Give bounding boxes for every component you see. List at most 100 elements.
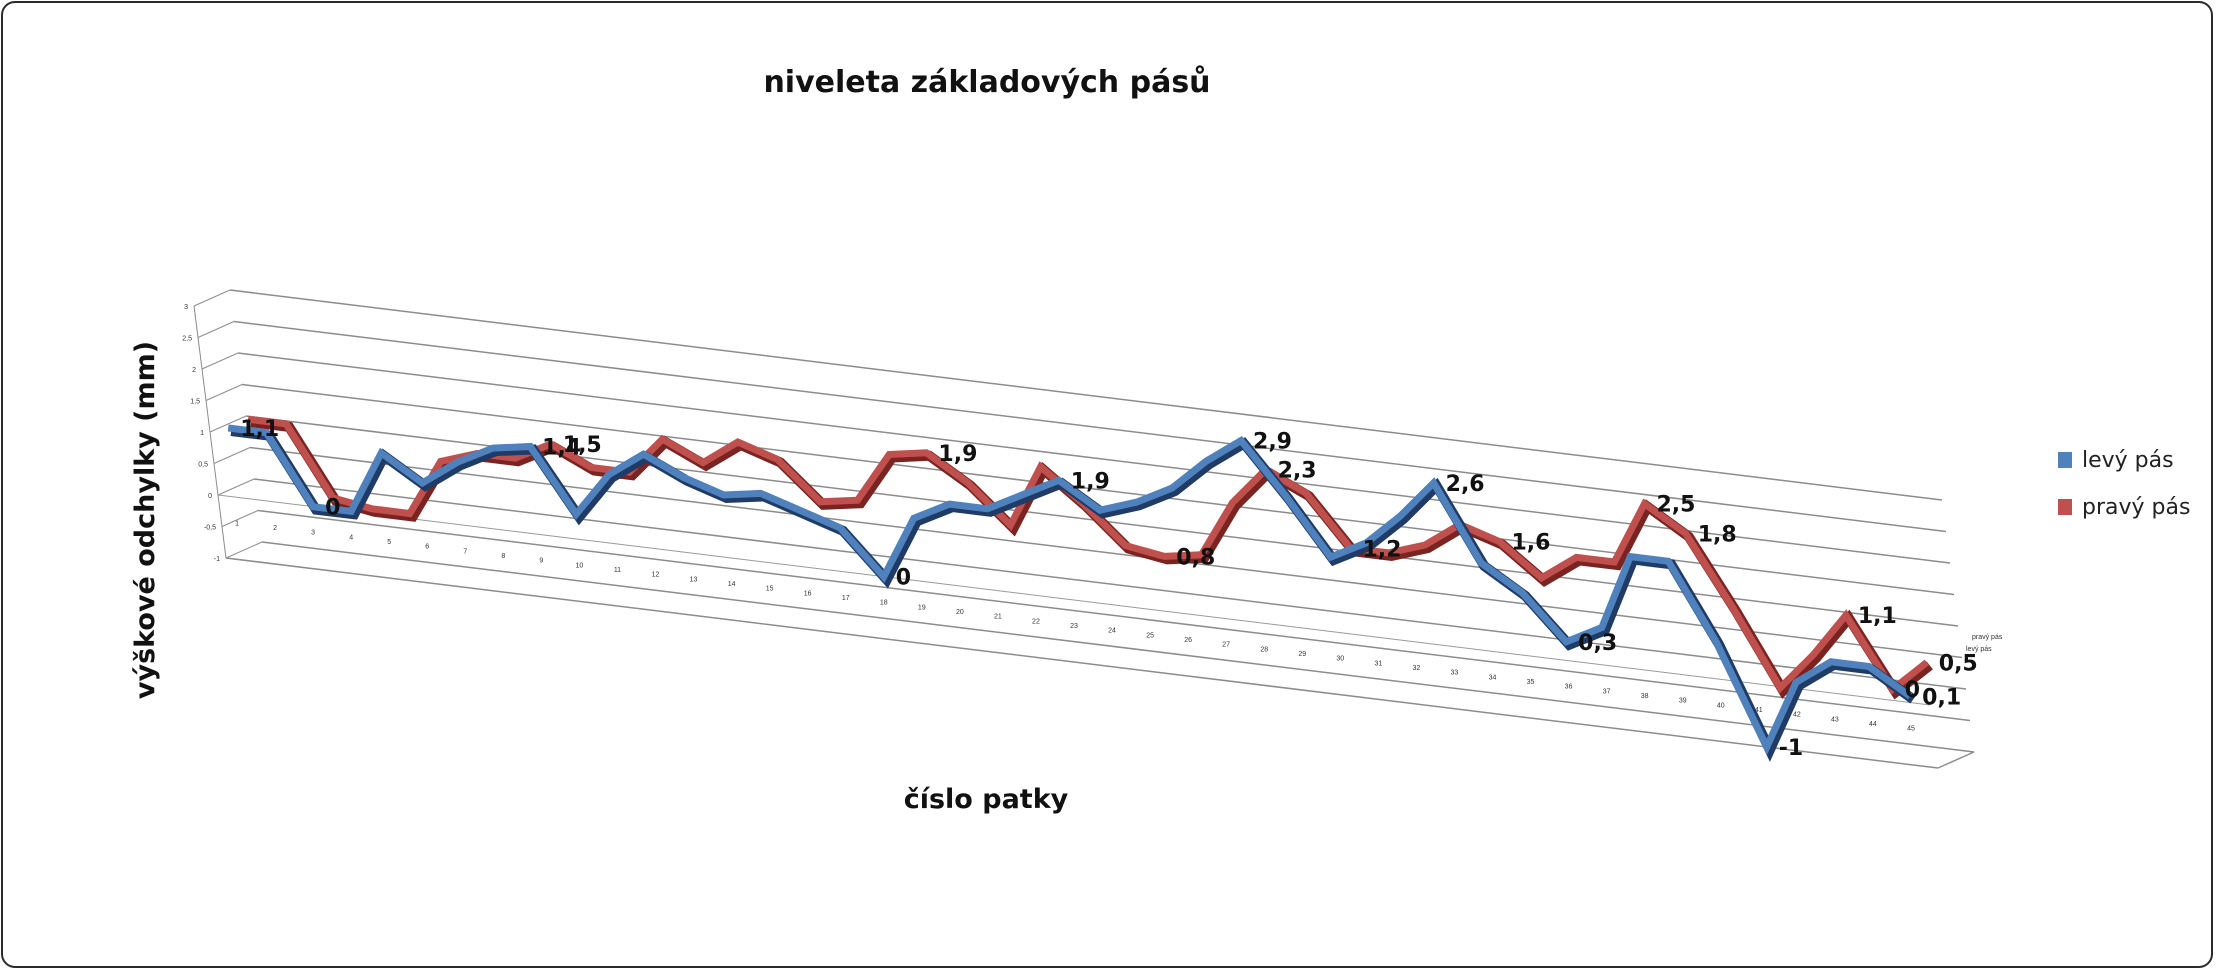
data-label: 1,8 [1698, 523, 1737, 548]
x-tick-label: 5 [387, 539, 391, 546]
series-line [247, 415, 1929, 695]
x-tick-label: 27 [1222, 642, 1230, 649]
side-gridline [225, 541, 263, 559]
back-gridline [249, 446, 1963, 659]
x-tick-label: 43 [1831, 716, 1839, 723]
data-label: 1,5 [563, 433, 602, 458]
x-tick-label: 38 [1641, 693, 1649, 700]
data-label: 2,6 [1446, 472, 1485, 497]
data-label: 0,8 [1176, 545, 1215, 570]
data-label: 1,4 [542, 435, 581, 460]
x-tick-label: 22 [1032, 618, 1040, 625]
x-tick-label: 15 [766, 586, 774, 593]
floor-front-edge [225, 557, 1939, 769]
x-tick-label: 31 [1374, 660, 1382, 667]
data-label: 1,1 [1858, 604, 1897, 629]
x-tick-label: 2 [273, 525, 277, 532]
y-tick-label: 1,5 [190, 399, 200, 406]
y-tick-label: -0,5 [204, 525, 216, 532]
x-tick-label: 11 [614, 567, 621, 574]
series-axis-labels: pravý pás levý pás [1966, 634, 2003, 653]
data-label: 1,9 [1071, 469, 1110, 494]
data-label: 0,5 [1939, 651, 1978, 676]
side-gridline [221, 510, 259, 527]
y-tick-label: 0 [208, 493, 212, 500]
data-label: 1,6 [1511, 531, 1550, 556]
chart-walls [193, 289, 1975, 769]
x-tick-label: 13 [690, 576, 698, 583]
x-tick-label: 39 [1679, 698, 1687, 705]
y-tick-label: 2,5 [182, 336, 192, 343]
x-tick-label: 19 [918, 604, 926, 611]
data-label: 0 [1905, 678, 1920, 703]
y-axis-ticks: -1 -0,5 0 0,5 1 1,5 2 2,5 3 [182, 304, 220, 563]
series-line [227, 424, 1913, 756]
side-gridline [197, 321, 235, 338]
x-tick-label: 1 [235, 520, 239, 527]
x-tick-label: 7 [463, 548, 467, 555]
x-tick-label: 26 [1184, 637, 1192, 644]
legend: levý pás pravý pás [2058, 448, 2190, 520]
series-axis-label: pravý pás [1972, 634, 2003, 641]
chart-title: niveleta základových pásů [763, 64, 1210, 100]
x-tick-label: 17 [842, 595, 850, 602]
x-tick-label: 20 [956, 609, 964, 616]
y-tick-label: 3 [184, 304, 188, 311]
side-gridline [217, 478, 255, 496]
y-tick-label: 0,5 [198, 462, 208, 469]
x-tick-label: 10 [576, 562, 584, 569]
x-tick-label: 25 [1146, 632, 1154, 639]
x-tick-label: 34 [1489, 674, 1497, 681]
x-tick-label: 35 [1527, 679, 1535, 686]
back-gridline [261, 541, 1975, 753]
x-tick-label: 41 [1755, 707, 1763, 714]
y-axis-title: výškové odchylky (mm) [130, 341, 161, 699]
x-tick-label: 42 [1793, 712, 1801, 719]
x-tick-label: 37 [1603, 688, 1611, 695]
side-gridline [213, 447, 251, 464]
x-tick-label: 24 [1108, 628, 1116, 635]
series-axis-label: levý pás [1966, 646, 1992, 653]
side-gridline [201, 352, 239, 370]
x-tick-label: 12 [652, 572, 660, 579]
x-tick-label: 16 [804, 590, 812, 597]
x-axis-title: číslo patky [904, 784, 1069, 815]
back-gridline [237, 352, 1951, 564]
x-tick-label: 44 [1869, 721, 1877, 728]
x-tick-label: 29 [1298, 651, 1306, 658]
data-label: 0,1 [1922, 685, 1961, 710]
data-label: 1,2 [1363, 537, 1402, 562]
legend-label: levý pás [2082, 448, 2174, 473]
y-tick-label: 2 [192, 367, 196, 374]
data-label: 2,5 [1656, 493, 1695, 518]
side-gridline [193, 289, 231, 307]
x-axis-ticks: 1234567891011121314151617181920212223242… [235, 520, 1915, 732]
y-axis-line [193, 305, 227, 559]
zero-line [217, 494, 1931, 706]
x-tick-label: 21 [994, 614, 1002, 621]
series-lines [227, 415, 1933, 762]
data-label: 0 [325, 496, 340, 521]
x-tick-label: 28 [1260, 646, 1268, 653]
x-tick-label: 14 [728, 581, 736, 588]
back-gridline [257, 509, 1971, 722]
y-tick-label: 1 [200, 430, 204, 437]
legend-label: pravý pás [2082, 495, 2190, 520]
data-label: 1,1 [240, 417, 279, 442]
x-tick-label: 32 [1413, 665, 1421, 672]
legend-swatch [2058, 452, 2072, 468]
x-tick-label: 45 [1907, 726, 1915, 733]
data-label: 0 [896, 566, 911, 591]
data-label: -1 [1779, 736, 1803, 761]
data-label: 0,3 [1578, 631, 1617, 656]
x-tick-label: 33 [1451, 670, 1459, 677]
data-label: 2,9 [1253, 430, 1292, 455]
x-tick-label: 4 [349, 534, 353, 541]
side-gridline [205, 384, 243, 401]
back-gridline [233, 320, 1947, 533]
x-tick-label: 30 [1336, 656, 1344, 663]
data-label: 2,3 [1278, 459, 1317, 484]
x-tick-label: 3 [311, 530, 315, 537]
data-labels: 1,1 0 1,4 0 1,9 2,9 2,6 0,3 -1 0,1 1,5 1,9 0,8 2,3 1,2… [240, 417, 1978, 761]
